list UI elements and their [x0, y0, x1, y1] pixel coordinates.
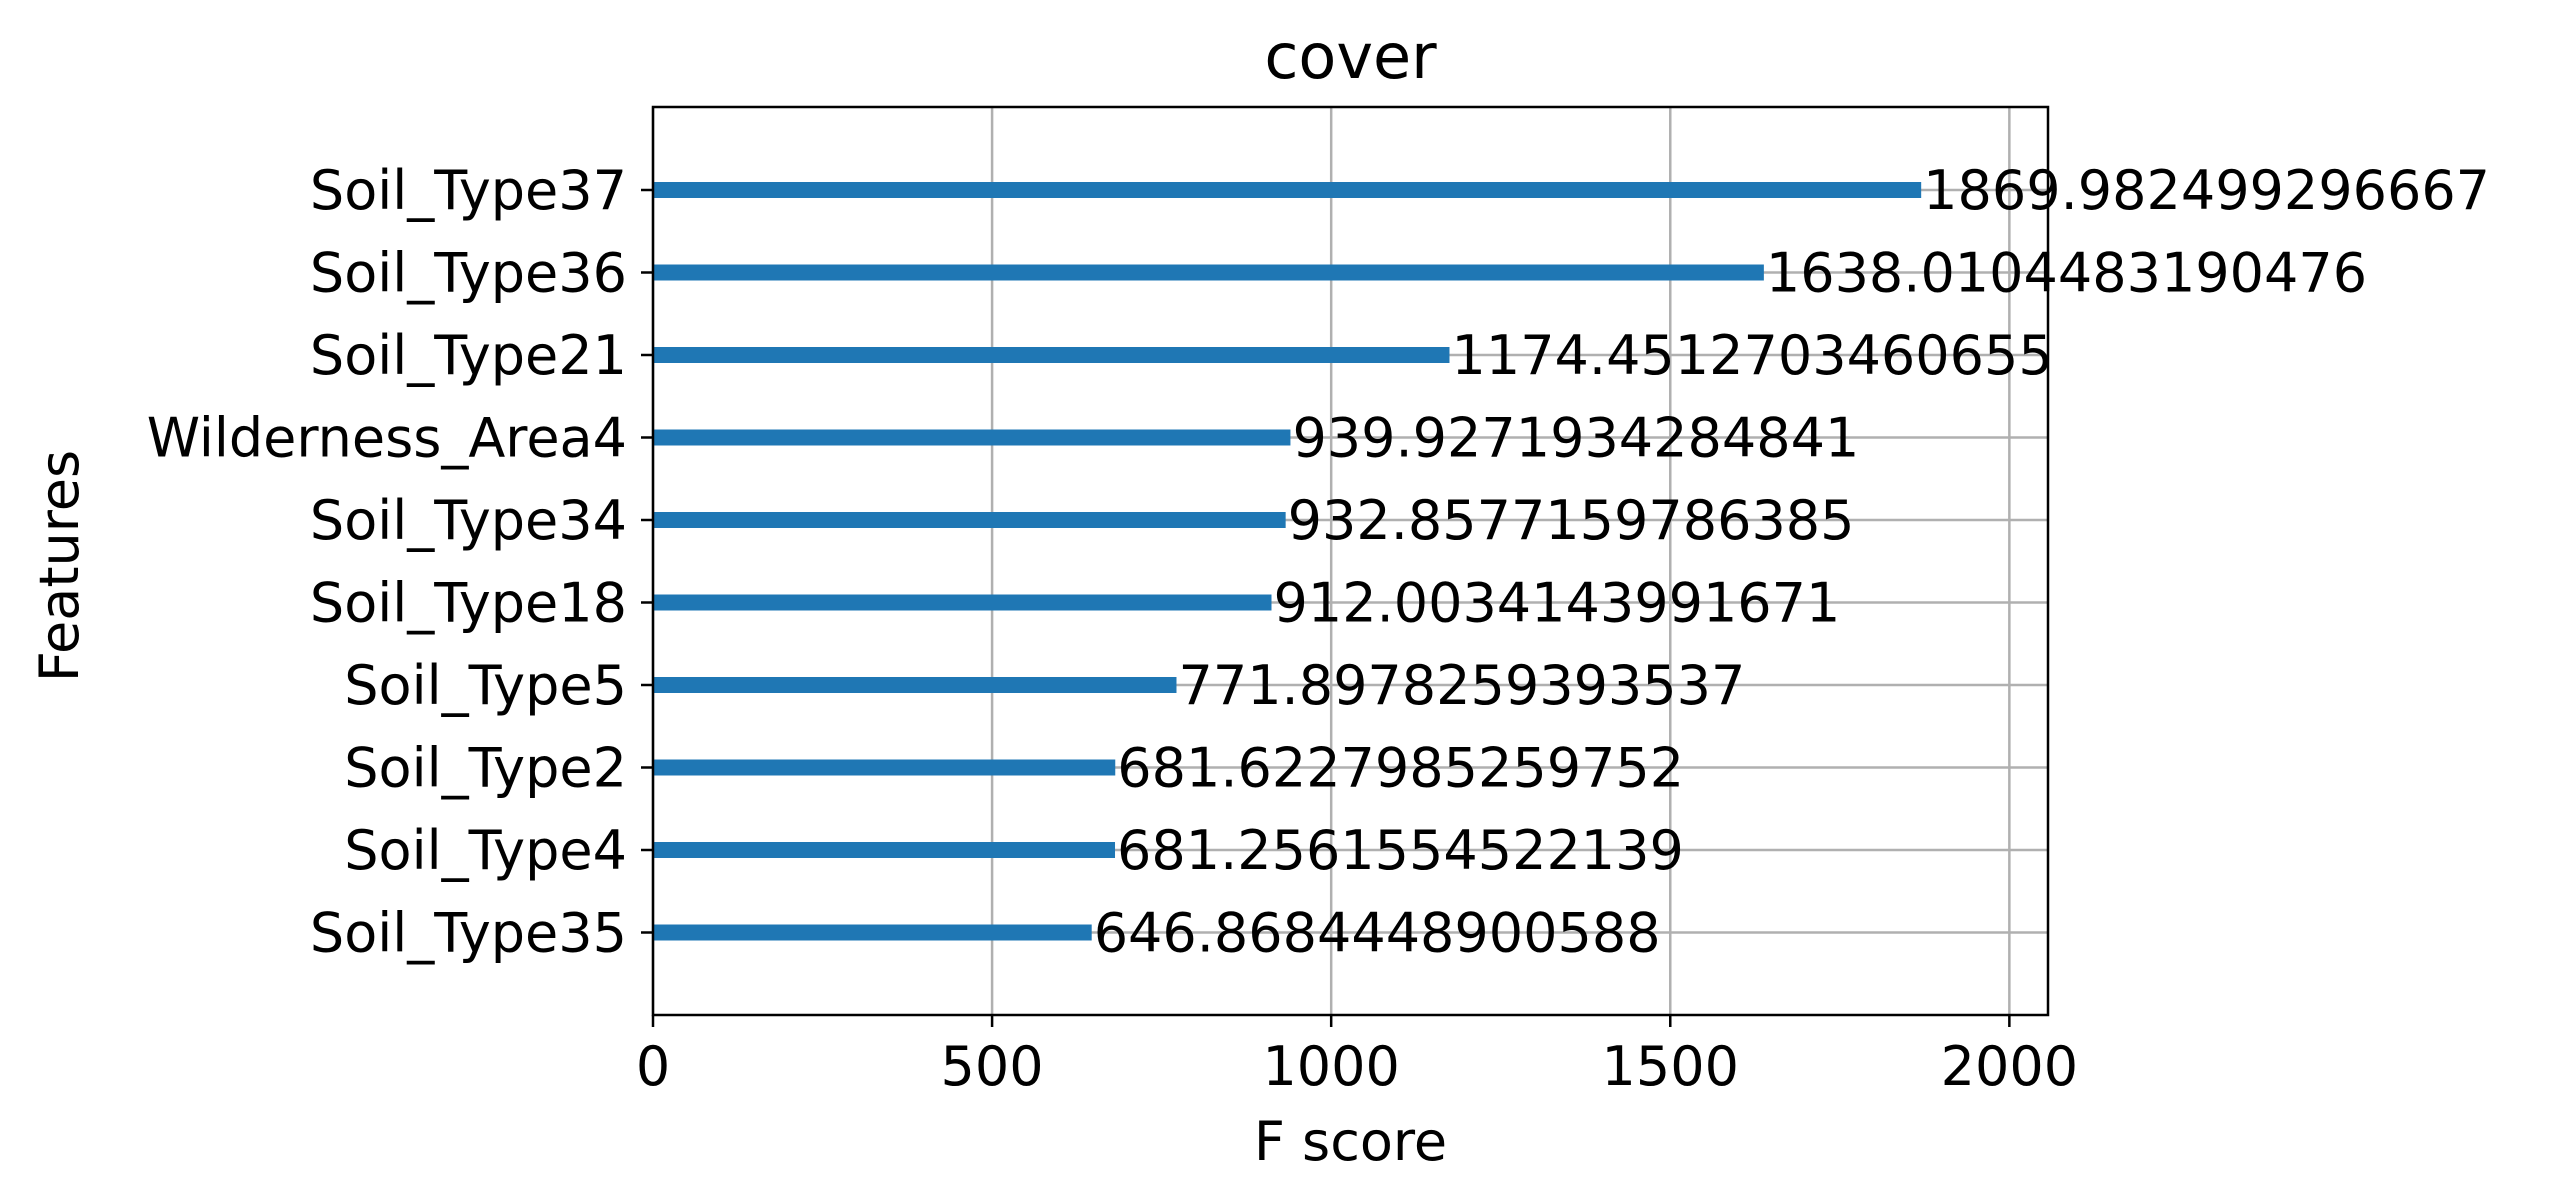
bar-value-label: 1869.982499296667 [1923, 159, 2490, 222]
bar [653, 264, 1764, 281]
bar [653, 759, 1116, 776]
bar-value-label: 646.8684448900588 [1094, 902, 1661, 965]
y-tick-label: Soil_Type18 [310, 572, 627, 635]
bar [653, 924, 1092, 941]
bar [653, 677, 1177, 693]
data-labels: 1869.982499296667 1638.0104483190476 1174.… [1094, 159, 2490, 965]
bar-value-label: 771.8978259393537 [1178, 654, 1745, 717]
y-tick-label: Wilderness_Area4 [147, 407, 627, 470]
y-axis-ticks: Soil_Type37 Soil_Type36 Soil_Type21 Wildern… [147, 159, 653, 965]
bar [653, 429, 1291, 446]
x-axis-ticks: 0 500 1000 1500 2000 [636, 1015, 2078, 1098]
bar [653, 594, 1272, 611]
bar-value-label: 681.2561554522139 [1117, 819, 1684, 882]
bar-value-label: 932.8577159786385 [1288, 489, 1855, 552]
bar-value-label: 939.9271934284841 [1292, 407, 1859, 470]
bar-value-label: 681.6227985259752 [1117, 737, 1684, 800]
bar [653, 347, 1450, 363]
y-tick-label: Soil_Type34 [310, 489, 627, 552]
bar-value-label: 1638.0104483190476 [1766, 242, 2367, 305]
y-tick-label: Soil_Type35 [310, 902, 627, 965]
bar [653, 842, 1116, 858]
y-tick-label: Soil_Type21 [310, 324, 627, 387]
y-tick-label: Soil_Type5 [344, 654, 627, 717]
y-tick-label: Soil_Type37 [310, 159, 627, 222]
x-tick-label: 500 [941, 1035, 1044, 1098]
y-tick-label: Soil_Type36 [310, 242, 627, 305]
x-tick-label: 2000 [1941, 1035, 2078, 1098]
bar [653, 512, 1286, 528]
x-tick-label: 0 [636, 1035, 670, 1098]
bar [653, 182, 1922, 198]
bars [653, 182, 1922, 941]
x-tick-label: 1500 [1602, 1035, 1739, 1098]
bar-value-label: 912.0034143991671 [1274, 572, 1841, 635]
bar-value-label: 1174.4512703460655 [1451, 324, 2052, 387]
y-tick-label: Soil_Type2 [344, 737, 627, 800]
x-axis-label: F score [1254, 1110, 1447, 1173]
y-tick-label: Soil_Type4 [344, 819, 627, 882]
y-axis-label: Features [28, 450, 91, 682]
x-tick-label: 1000 [1262, 1035, 1399, 1098]
plot-frame [651, 105, 2050, 1017]
chart-title: cover [1264, 20, 1437, 93]
